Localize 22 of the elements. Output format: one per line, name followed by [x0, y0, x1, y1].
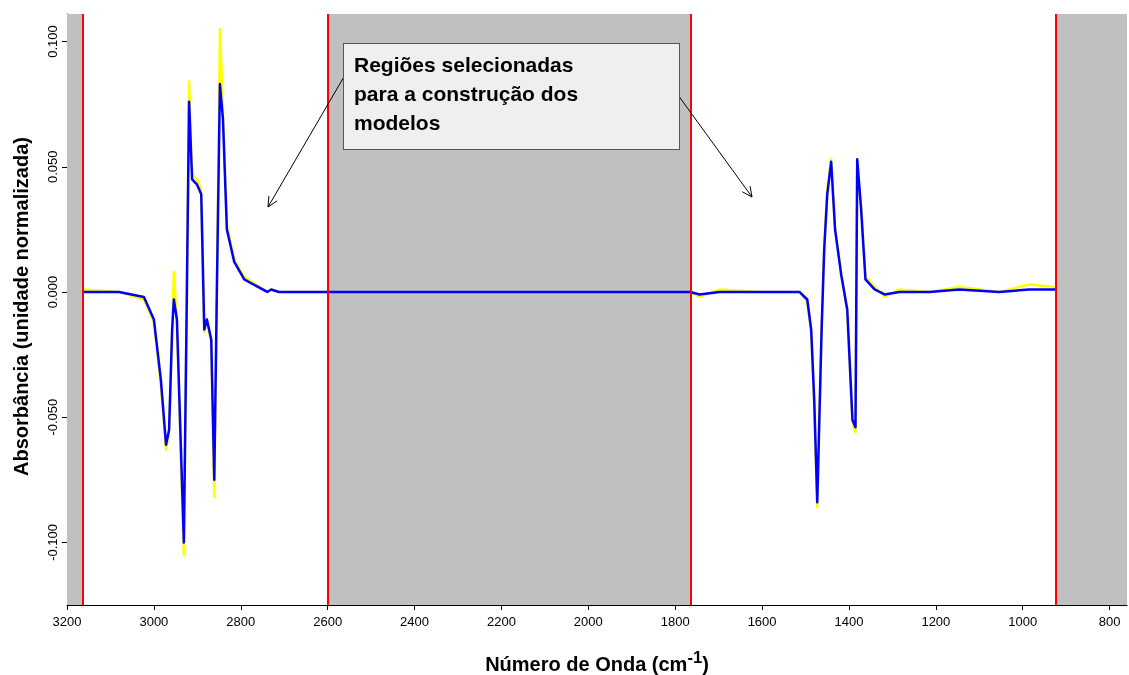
x-tick-label: 1600 [747, 614, 777, 629]
annotation: Regiões selecionadas para a construção dos modelos [354, 53, 579, 134]
x-tick-label: 1400 [834, 614, 864, 629]
x-tick-label: 1800 [660, 614, 690, 629]
text-box: Regiões selecionadas para a construção dos modelos [343, 43, 680, 150]
x-tick-label: 1000 [1008, 614, 1038, 629]
x-tick-label: 3000 [139, 614, 169, 629]
y-tick-label: 0.000 [45, 275, 60, 309]
x-tick-label: 2800 [226, 614, 256, 629]
x-tick-label: 3200 [52, 614, 82, 629]
y-tick-label: -0.100 [45, 523, 60, 561]
y-axis-title: Absorbância (unidade normalizada) [9, 136, 33, 478]
y-tick-label: 0.050 [45, 150, 60, 184]
x-tick-label: 2600 [313, 614, 343, 629]
x-tick-label: 2200 [486, 614, 516, 629]
x-tick-label: 1200 [921, 614, 951, 629]
x-tick-label: 2400 [400, 614, 429, 629]
y-tick-label: 0.100 [45, 25, 60, 58]
x-tick-label: 800 [1098, 614, 1121, 629]
x-tick-label: 2000 [573, 614, 603, 629]
x-axis-title: Número de Onda (cm$^{-1}$) [484, 648, 710, 675]
y-tick-label: -0.050 [45, 398, 60, 436]
